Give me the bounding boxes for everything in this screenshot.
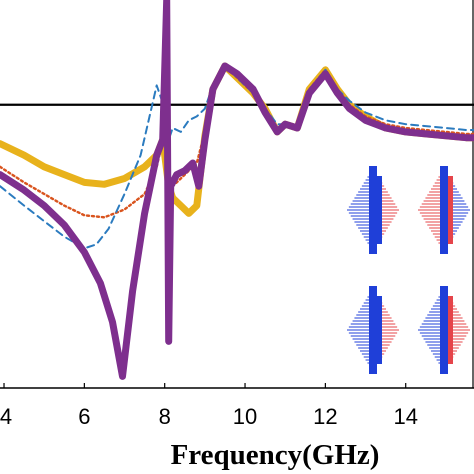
series-line-3 (0, 65, 474, 250)
x-ticks: 4 6 8 10 12 14 (0, 383, 418, 429)
x-tick-label-10: 10 (233, 404, 257, 429)
inset-center-bar (440, 286, 448, 374)
inset-side-bar (377, 296, 382, 364)
inset-center-bar (440, 166, 448, 254)
inset-glyph-2 (418, 166, 470, 254)
inset-side-bar (377, 176, 382, 244)
series-layer (0, 0, 474, 380)
x-tick-label-8: 8 (159, 404, 171, 429)
inset-side-bar (448, 176, 453, 244)
inset-glyph-3 (347, 286, 399, 374)
x-tick-label-6: 6 (78, 404, 90, 429)
x-tick-label-12: 12 (313, 404, 337, 429)
series-line-4 (0, 0, 474, 380)
inset-side-bar (448, 296, 453, 364)
series-line-1 (0, 62, 474, 217)
inset-center-bar (369, 286, 377, 374)
x-tick-label-4: 4 (0, 404, 12, 429)
x-tick-label-14: 14 (393, 404, 417, 429)
axes (0, 0, 474, 389)
inset-center-bar (369, 166, 377, 254)
inset-glyphs (347, 166, 470, 374)
inset-glyph-4 (418, 286, 470, 374)
series-line-2 (0, 64, 474, 219)
inset-glyph-1 (347, 166, 399, 254)
x-axis-label: Frequency(GHz) (171, 439, 380, 471)
